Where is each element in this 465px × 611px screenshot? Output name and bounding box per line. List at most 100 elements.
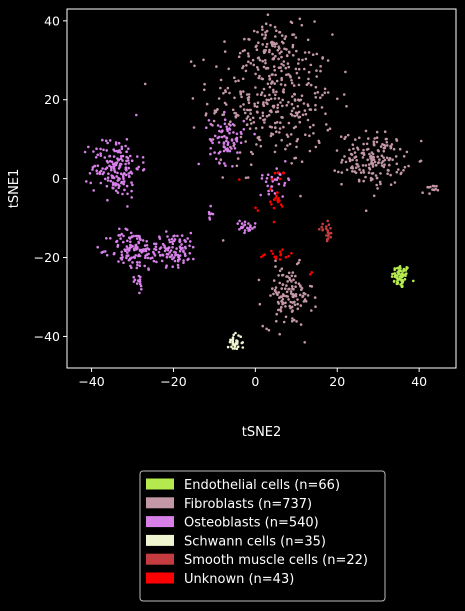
data-point bbox=[281, 297, 285, 301]
data-point bbox=[285, 133, 289, 136]
data-point bbox=[279, 308, 282, 311]
data-point bbox=[298, 258, 301, 262]
data-point bbox=[287, 121, 291, 125]
data-point bbox=[188, 252, 192, 255]
data-point bbox=[278, 250, 282, 253]
x-tick-label: −20 bbox=[160, 374, 186, 389]
data-point bbox=[120, 181, 123, 185]
data-point bbox=[119, 151, 122, 154]
data-point bbox=[368, 152, 371, 156]
data-point bbox=[270, 73, 274, 76]
data-point bbox=[313, 20, 316, 23]
data-point bbox=[182, 259, 185, 262]
data-point bbox=[237, 79, 240, 82]
data-point bbox=[261, 43, 265, 46]
data-point bbox=[106, 141, 109, 145]
data-point bbox=[246, 96, 250, 100]
data-point bbox=[342, 93, 346, 96]
data-point bbox=[136, 237, 139, 240]
data-point bbox=[291, 45, 295, 49]
data-point bbox=[223, 122, 227, 126]
data-point bbox=[237, 114, 240, 117]
data-point bbox=[371, 152, 375, 156]
data-point bbox=[110, 168, 113, 172]
data-point bbox=[233, 143, 236, 146]
data-point bbox=[289, 306, 292, 310]
data-point bbox=[277, 274, 280, 277]
data-point bbox=[399, 267, 402, 270]
data-point bbox=[120, 253, 124, 257]
data-point bbox=[323, 91, 327, 94]
data-point bbox=[261, 174, 264, 177]
data-point bbox=[318, 227, 321, 231]
data-point bbox=[272, 279, 276, 282]
data-point bbox=[240, 95, 243, 99]
data-point bbox=[244, 176, 248, 180]
data-point bbox=[251, 58, 255, 62]
data-point bbox=[120, 145, 124, 149]
data-point bbox=[278, 52, 282, 55]
data-point bbox=[176, 263, 180, 267]
data-point bbox=[348, 148, 351, 152]
data-point bbox=[309, 63, 313, 67]
data-point bbox=[288, 51, 291, 54]
data-point bbox=[101, 167, 104, 170]
data-point bbox=[142, 168, 146, 171]
y-tick-label: 20 bbox=[44, 92, 60, 107]
data-point bbox=[292, 126, 296, 130]
data-point bbox=[389, 173, 392, 177]
data-point bbox=[157, 250, 161, 254]
data-point bbox=[388, 157, 392, 160]
data-point bbox=[270, 110, 273, 114]
data-point bbox=[329, 231, 333, 235]
data-point bbox=[236, 151, 239, 154]
data-point bbox=[351, 170, 354, 173]
data-point bbox=[242, 128, 246, 131]
data-point bbox=[370, 157, 374, 161]
data-point bbox=[223, 134, 226, 138]
data-point bbox=[303, 341, 307, 344]
data-point bbox=[109, 237, 112, 240]
data-point bbox=[298, 293, 302, 297]
data-point bbox=[226, 345, 230, 349]
data-point bbox=[223, 40, 226, 43]
data-point bbox=[213, 109, 217, 112]
data-point bbox=[108, 139, 112, 142]
data-point bbox=[277, 57, 280, 61]
data-point bbox=[258, 116, 262, 120]
data-point bbox=[321, 93, 324, 97]
data-point bbox=[281, 195, 285, 198]
data-point bbox=[98, 172, 102, 175]
data-point bbox=[115, 240, 118, 244]
data-point bbox=[209, 152, 212, 156]
data-point bbox=[399, 269, 403, 273]
data-point bbox=[134, 234, 138, 238]
data-point bbox=[292, 33, 296, 36]
data-point bbox=[222, 145, 226, 148]
data-point bbox=[264, 59, 267, 62]
data-point bbox=[282, 64, 285, 67]
data-point bbox=[134, 245, 137, 249]
data-point bbox=[172, 234, 175, 238]
data-point bbox=[126, 192, 129, 196]
x-axis-title: tSNE2 bbox=[242, 425, 282, 440]
data-point bbox=[291, 317, 294, 320]
data-point bbox=[228, 131, 231, 135]
data-point bbox=[287, 178, 291, 181]
x-tick-label: 0 bbox=[251, 374, 259, 389]
data-point bbox=[284, 315, 288, 319]
data-point bbox=[357, 165, 360, 168]
data-point bbox=[216, 108, 219, 111]
data-point bbox=[179, 246, 182, 250]
data-point bbox=[299, 304, 303, 307]
data-point bbox=[232, 131, 235, 134]
data-point bbox=[343, 155, 346, 158]
data-point bbox=[273, 25, 277, 29]
data-point bbox=[276, 200, 280, 204]
data-point bbox=[88, 172, 92, 175]
data-points bbox=[83, 13, 440, 351]
data-point bbox=[380, 154, 384, 157]
data-point bbox=[286, 275, 289, 278]
data-point bbox=[282, 125, 285, 129]
data-point bbox=[272, 220, 276, 224]
